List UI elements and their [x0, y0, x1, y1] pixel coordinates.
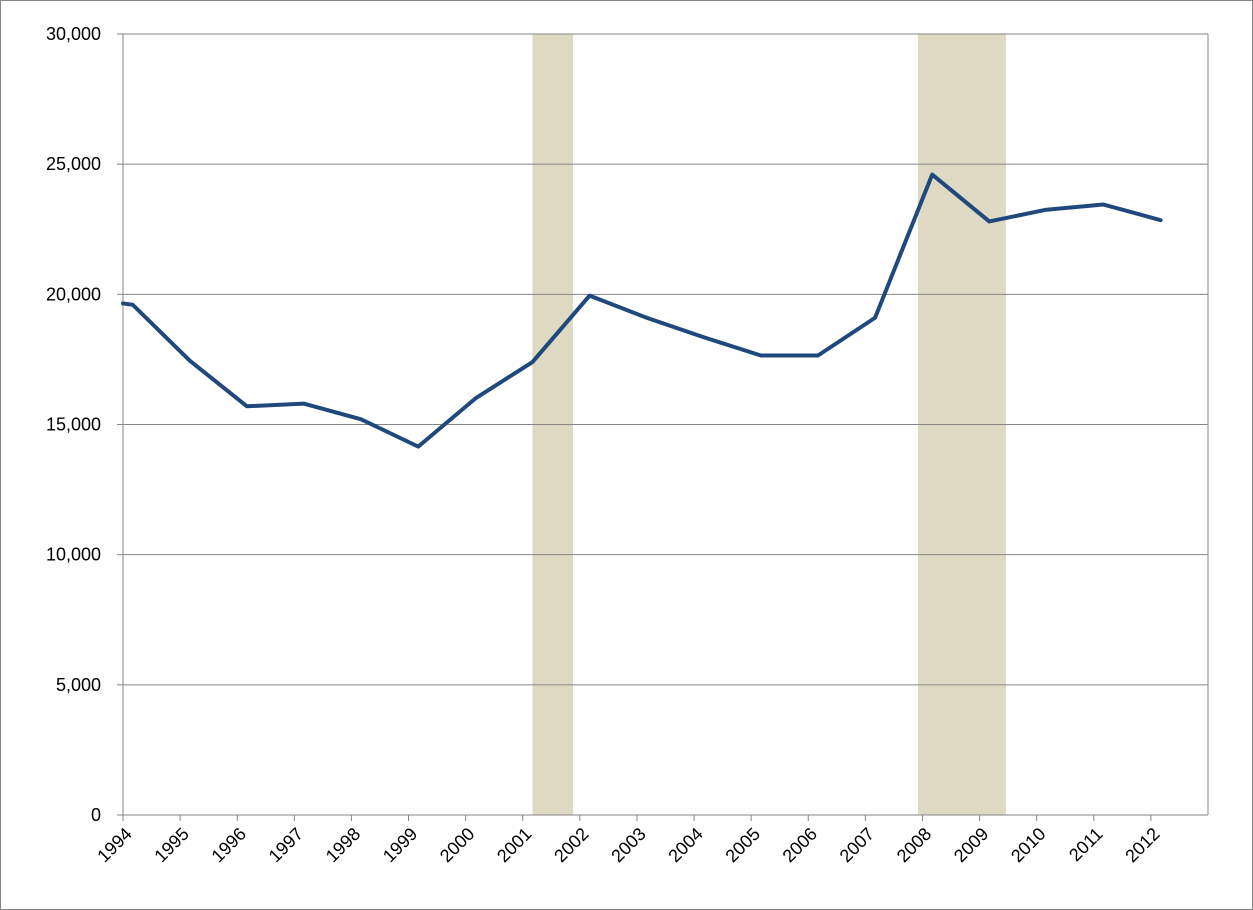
- y-tick-label: 5,000: [56, 675, 101, 695]
- y-tick-label: 30,000: [46, 24, 101, 44]
- y-tick-label: 15,000: [46, 415, 101, 435]
- y-tick-label: 25,000: [46, 154, 101, 174]
- data-line: [121, 172, 1163, 449]
- y-tick-label: 10,000: [46, 545, 101, 565]
- y-tick-label: 20,000: [46, 284, 101, 304]
- y-tick-label: 0: [91, 805, 101, 825]
